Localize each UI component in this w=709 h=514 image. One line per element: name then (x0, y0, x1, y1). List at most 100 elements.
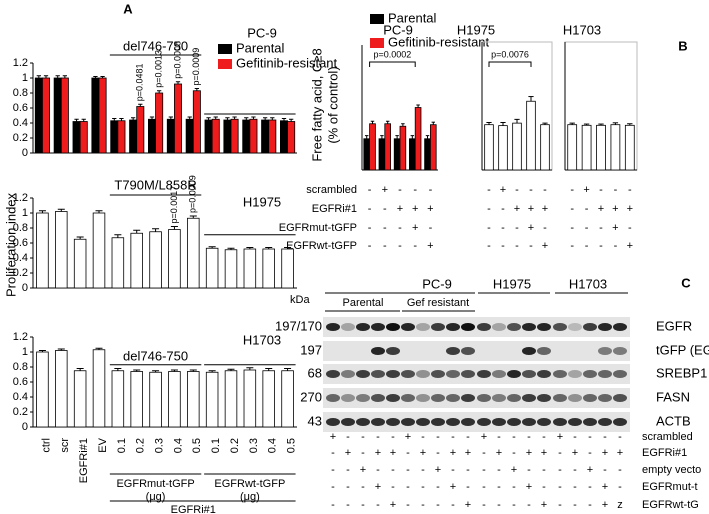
legend-swatch (370, 38, 384, 48)
sign: - (558, 464, 562, 476)
sign: + (412, 203, 418, 215)
sign: - (515, 240, 519, 252)
bar (148, 118, 156, 154)
annotation: del746-750 (123, 349, 188, 364)
sign: - (497, 431, 501, 443)
group-label: (μg) (240, 491, 260, 503)
kda-label: 197/170 (275, 318, 322, 333)
bar (243, 369, 257, 428)
blot-band (326, 323, 340, 331)
sign: + (382, 184, 388, 196)
sign: - (497, 499, 501, 511)
blot-band (371, 323, 385, 331)
sign: - (487, 222, 491, 234)
sign: - (570, 222, 574, 234)
x-tick-label: 0.4 (267, 438, 279, 453)
sign: + (526, 481, 532, 493)
bar (117, 120, 126, 154)
sign: + (496, 447, 502, 459)
panel-label: C (681, 275, 691, 290)
y-tick-label: 1.2 (13, 331, 28, 343)
p-value: p=0.0009 (188, 175, 198, 213)
bar (262, 370, 275, 428)
y-tick-label: 0.6 (13, 102, 28, 114)
sign: - (406, 481, 410, 493)
blot-band (431, 394, 445, 402)
blot-band (386, 418, 400, 426)
sign: + (397, 203, 403, 215)
kda-label: 68 (308, 365, 322, 380)
bar (624, 124, 635, 171)
bar (91, 77, 100, 154)
bar (224, 370, 238, 428)
sign: - (515, 222, 519, 234)
blot-band (522, 323, 536, 331)
legend-label: Gefitinib-resistant (388, 34, 490, 49)
sign: - (512, 447, 516, 459)
blot-band (446, 323, 460, 331)
blot-band (477, 394, 491, 402)
bar (192, 90, 201, 154)
sign: - (406, 499, 410, 511)
blot-band (568, 418, 582, 426)
blot-band (598, 394, 612, 402)
protein-label: tGFP (EGFR) (656, 342, 709, 357)
sign: + (435, 464, 441, 476)
sign: - (482, 447, 486, 459)
sign: + (542, 203, 548, 215)
bar (36, 212, 49, 289)
blot-band (553, 323, 567, 331)
bar (393, 138, 401, 171)
sign: - (512, 499, 516, 511)
sign: - (451, 499, 455, 511)
bar (72, 121, 81, 154)
sign: + (420, 447, 426, 459)
bar (409, 138, 416, 171)
sign: - (331, 499, 335, 511)
y-tick-label: 0.4 (13, 391, 28, 403)
sign: - (614, 184, 618, 196)
sign: - (482, 481, 486, 493)
p-value: p=0.0017 (169, 186, 179, 224)
sign: - (529, 240, 533, 252)
sign: - (585, 222, 589, 234)
blot-band (583, 370, 597, 378)
bar (399, 125, 407, 171)
sign: + (427, 240, 433, 252)
sign: - (421, 499, 425, 511)
sign: - (482, 499, 486, 511)
bar (484, 124, 494, 171)
blot-band (416, 370, 430, 378)
bar (130, 232, 143, 289)
bar (540, 124, 550, 171)
bar (205, 247, 219, 289)
sign: - (497, 481, 501, 493)
bar (168, 371, 181, 428)
panel-label: B (678, 38, 687, 53)
sign: + (541, 499, 547, 511)
blot-band (341, 394, 355, 402)
x-tick-label: 0.2 (229, 438, 241, 453)
row-label: EGFRmut-tGFP (279, 222, 357, 234)
sign: + (541, 447, 547, 459)
sign: - (398, 222, 402, 234)
cell-line: H1975 (493, 276, 531, 291)
sign: + (412, 222, 418, 234)
x-tick-label: ctrl (40, 438, 52, 453)
p-value: p=0.0013 (154, 50, 164, 88)
blot-band (386, 394, 400, 402)
sign: - (515, 184, 519, 196)
protein-label: SREBP1 (656, 365, 707, 380)
y-tick-label: 0.2 (13, 267, 28, 279)
sign: - (585, 203, 589, 215)
sign: - (527, 464, 531, 476)
bar (110, 120, 119, 154)
blot-band (583, 323, 597, 331)
sign: - (573, 431, 577, 443)
blot-band (371, 394, 385, 402)
x-tick-label: 0.5 (191, 438, 203, 453)
sign: - (391, 464, 395, 476)
y-tick-label: 0.4 (13, 252, 28, 264)
sign: - (451, 464, 455, 476)
sign: - (361, 447, 365, 459)
